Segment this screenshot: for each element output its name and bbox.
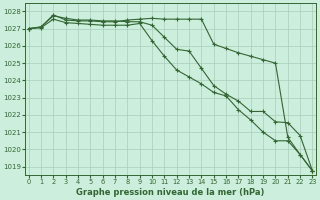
X-axis label: Graphe pression niveau de la mer (hPa): Graphe pression niveau de la mer (hPa) <box>76 188 265 197</box>
